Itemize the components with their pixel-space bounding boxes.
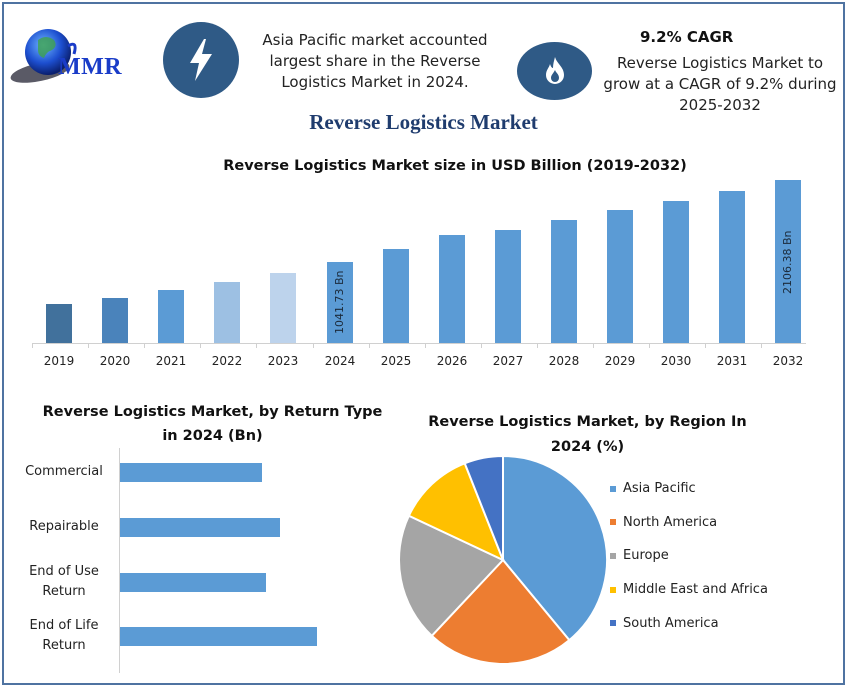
x-tick-mark: [537, 343, 538, 348]
category-label: Repairable: [29, 519, 99, 534]
return-type-chart-title: Reverse Logistics Market, by Return Type…: [40, 400, 385, 448]
legend-item: Middle East and Africa: [610, 582, 768, 597]
x-tick-label: 2026: [436, 354, 468, 368]
bar-2030: [663, 201, 689, 343]
page-title: Reverse Logistics Market: [309, 110, 538, 134]
x-tick-mark: [313, 343, 314, 348]
x-tick-label: 2019: [43, 354, 75, 368]
mmr-logo: MMR: [10, 22, 155, 92]
info-line: Asia Pacific market accounted: [262, 31, 488, 49]
x-tick-label: 2027: [492, 354, 524, 368]
x-tick-label: 2021: [155, 354, 187, 368]
pie-slice-middle-east-and-africa: [407, 462, 505, 562]
x-tick-label: 2028: [548, 354, 580, 368]
category-label: End of Life Return: [29, 618, 99, 653]
bar-2024: [327, 262, 353, 343]
chart-title-text: Reverse Logistics Market, by Return Type…: [42, 404, 383, 444]
x-tick-mark: [481, 343, 482, 348]
chart-title-line: 2024 (%): [550, 439, 625, 455]
bar-2025: [383, 249, 409, 343]
legend-label: North America: [623, 514, 718, 530]
legend-swatch: [610, 519, 616, 526]
x-tick-label: 2032: [772, 354, 804, 368]
category-label: Commercial: [25, 464, 103, 479]
x-tick-mark: [593, 343, 594, 348]
info-line: 2025-2032: [679, 96, 761, 114]
legend-item: Asia Pacific: [610, 481, 696, 496]
legend-item: Europe: [610, 548, 669, 563]
legend-item: North America: [610, 515, 717, 530]
x-tick-label: 2023: [267, 354, 299, 368]
bar-2019: [46, 304, 72, 343]
bar-2021: [158, 290, 184, 343]
globe-icon: [10, 29, 77, 83]
hbar-repairable: [120, 518, 280, 537]
info-line: Logistics Market in 2024.: [281, 73, 469, 91]
market-size-chart-title: Reverse Logistics Market size in USD Bil…: [223, 158, 687, 174]
logo-text: MMR: [58, 54, 123, 80]
info-line: Reverse Logistics Market to: [616, 54, 824, 72]
lightning-icon: [163, 22, 239, 98]
x-tick-label: 2030: [660, 354, 692, 368]
legend-label: Asia Pacific: [623, 481, 696, 496]
pie-slice-asia-pacific: [502, 454, 608, 642]
hbar-commercial: [120, 463, 262, 482]
x-tick-mark: [649, 343, 650, 348]
hbar-end-of-use-return: [120, 573, 266, 592]
region-pie-chart: [398, 454, 608, 665]
info-line: grow at a CAGR of 9.2% during: [603, 75, 837, 93]
legend-label: Middle East and Africa: [623, 582, 768, 598]
x-tick-mark: [425, 343, 426, 348]
legend-item: South America: [610, 616, 719, 631]
flame-icon: [517, 42, 592, 100]
legend-swatch: [610, 586, 616, 593]
x-tick-label: 2022: [211, 354, 243, 368]
legend-label: Europe: [623, 548, 669, 564]
category-label: End of Use Return: [29, 564, 99, 599]
legend-swatch: [610, 552, 616, 559]
pie-slice-south-america: [463, 454, 504, 561]
x-tick-mark: [369, 343, 370, 348]
x-tick-label: 2031: [716, 354, 748, 368]
x-tick-mark: [200, 343, 201, 348]
legend-swatch: [610, 620, 616, 627]
y-axis-line: [119, 448, 120, 673]
x-tick-label: 2020: [99, 354, 131, 368]
x-tick-mark: [88, 343, 89, 348]
x-tick-label: 2029: [604, 354, 636, 368]
x-axis-line: [32, 343, 806, 344]
chart-title-line: Reverse Logistics Market, by Region In: [428, 414, 747, 430]
x-tick-label: 2024: [324, 354, 356, 368]
legend-swatch: [610, 485, 616, 492]
x-tick-mark: [144, 343, 145, 348]
pie-slice-europe: [398, 514, 505, 638]
bar-2031: [719, 191, 745, 343]
bar-2032: [775, 180, 801, 343]
bar-2028: [551, 220, 577, 343]
x-tick-mark: [256, 343, 257, 348]
cagr-info: Reverse Logistics Market to grow at a CA…: [600, 53, 840, 116]
bar-2027: [495, 230, 521, 343]
bar-2026: [439, 235, 465, 343]
cagr-title: 9.2% CAGR: [640, 28, 734, 46]
bar-2029: [607, 210, 633, 343]
bar-2022: [214, 282, 240, 343]
pie-slice-north-america: [430, 558, 571, 665]
info-line: largest share in the Reverse: [269, 52, 481, 70]
bar-data-label: 2106.38 Bn: [781, 230, 794, 294]
hbar-end-of-life-return: [120, 627, 317, 646]
legend-label: South America: [623, 615, 719, 631]
x-tick-mark: [32, 343, 33, 348]
bar-2020: [102, 298, 128, 343]
x-tick-mark: [705, 343, 706, 348]
x-tick-mark: [761, 343, 762, 348]
bar-2023: [270, 273, 296, 343]
bar-data-label: 1041.73 Bn: [333, 270, 346, 334]
region-chart-title: Reverse Logistics Market, by Region In 2…: [410, 410, 765, 460]
asia-pacific-info: Asia Pacific market accounted largest sh…: [255, 30, 495, 93]
x-tick-label: 2025: [380, 354, 412, 368]
